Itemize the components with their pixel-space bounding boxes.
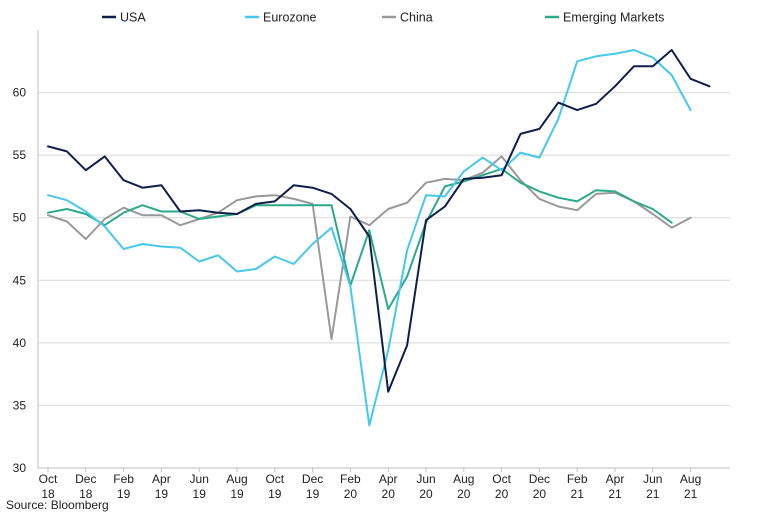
x-tick-label-month: Apr — [606, 472, 625, 486]
x-tick-label-month: Apr — [152, 472, 171, 486]
chart-source-note: Source: Bloomberg — [6, 498, 109, 512]
x-tick-label-month: Aug — [453, 472, 474, 486]
legend-label: Emerging Markets — [563, 11, 664, 25]
x-tick-label-month: Dec — [75, 472, 96, 486]
series-line-emerging-markets — [47, 167, 673, 311]
x-tick-label-year: 21 — [608, 487, 622, 501]
x-tick-label-year: 20 — [344, 487, 358, 501]
x-tick-label-month: Feb — [113, 472, 134, 486]
x-tick-label-year: 21 — [646, 487, 660, 501]
chart-legend: USA Eurozone China Emerging Markets — [102, 11, 664, 25]
y-tick-label: 30 — [13, 461, 27, 475]
x-axis: Oct18Dec18Feb19Apr19Jun19Aug19Oct19Dec19… — [38, 467, 730, 501]
y-tick-label: 50 — [13, 211, 27, 225]
x-tick-label-year: 19 — [230, 487, 244, 501]
x-tick-label-month: Dec — [529, 472, 550, 486]
x-tick-label-month: Feb — [340, 472, 361, 486]
x-tick-label-year: 18 — [41, 487, 55, 501]
x-tick-label-year: 21 — [571, 487, 585, 501]
x-tick-label-year: 19 — [193, 487, 207, 501]
legend-label: Eurozone — [263, 11, 317, 25]
x-tick-label-year: 20 — [457, 487, 471, 501]
x-tick-label-year: 19 — [155, 487, 169, 501]
legend-item-eurozone: Eurozone — [245, 11, 317, 25]
series-line-china — [47, 155, 692, 341]
legend-label: China — [400, 11, 433, 25]
legend-item-usa: USA — [102, 11, 146, 25]
y-tick-label: 60 — [13, 86, 27, 100]
x-tick-label-year: 20 — [382, 487, 396, 501]
x-tick-label-month: Oct — [39, 472, 58, 486]
series-line-eurozone — [47, 49, 692, 427]
chart-grid — [38, 92, 730, 469]
x-tick-label-year: 20 — [533, 487, 547, 501]
chart-series — [47, 49, 711, 427]
x-tick-label-month: Jun — [643, 472, 662, 486]
series-line-usa — [47, 49, 711, 393]
x-tick-label-year: 19 — [306, 487, 320, 501]
x-tick-label-year: 20 — [419, 487, 433, 501]
x-tick-label-year: 19 — [268, 487, 282, 501]
x-tick-label-month: Aug — [226, 472, 247, 486]
x-tick-label-month: Dec — [302, 472, 323, 486]
legend-item-emerging-markets: Emerging Markets — [545, 11, 664, 25]
x-tick-label-year: 18 — [79, 487, 93, 501]
y-tick-label: 40 — [13, 336, 27, 350]
y-tick-label: 55 — [13, 148, 27, 162]
y-axis: 30 35 40 45 50 55 60 — [13, 30, 39, 475]
x-tick-label-year: 20 — [495, 487, 509, 501]
legend-label: USA — [120, 11, 146, 25]
x-tick-label-month: Jun — [416, 472, 435, 486]
x-tick-label-month: Apr — [379, 472, 398, 486]
x-tick-label-year: 21 — [684, 487, 698, 501]
x-tick-label-month: Aug — [680, 472, 701, 486]
x-tick-label-month: Oct — [265, 472, 284, 486]
y-tick-label: 35 — [13, 398, 27, 412]
y-tick-label: 45 — [13, 273, 27, 287]
x-tick-label-month: Feb — [567, 472, 588, 486]
x-tick-label-month: Oct — [492, 472, 511, 486]
x-tick-label-month: Jun — [190, 472, 209, 486]
x-tick-label-year: 19 — [117, 487, 131, 501]
legend-item-china: China — [382, 11, 433, 25]
